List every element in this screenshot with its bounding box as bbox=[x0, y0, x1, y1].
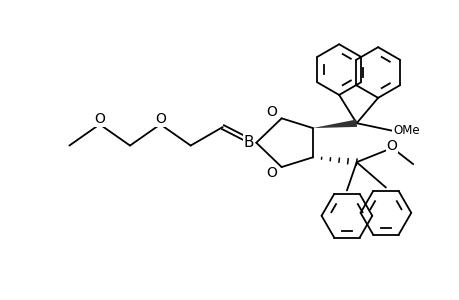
Text: O: O bbox=[94, 112, 105, 126]
Text: B: B bbox=[243, 135, 253, 150]
Polygon shape bbox=[312, 119, 356, 128]
Text: O: O bbox=[266, 166, 277, 180]
Text: O: O bbox=[386, 139, 396, 153]
Text: O: O bbox=[155, 112, 165, 126]
Text: O: O bbox=[266, 106, 277, 119]
Text: OMe: OMe bbox=[392, 124, 419, 137]
